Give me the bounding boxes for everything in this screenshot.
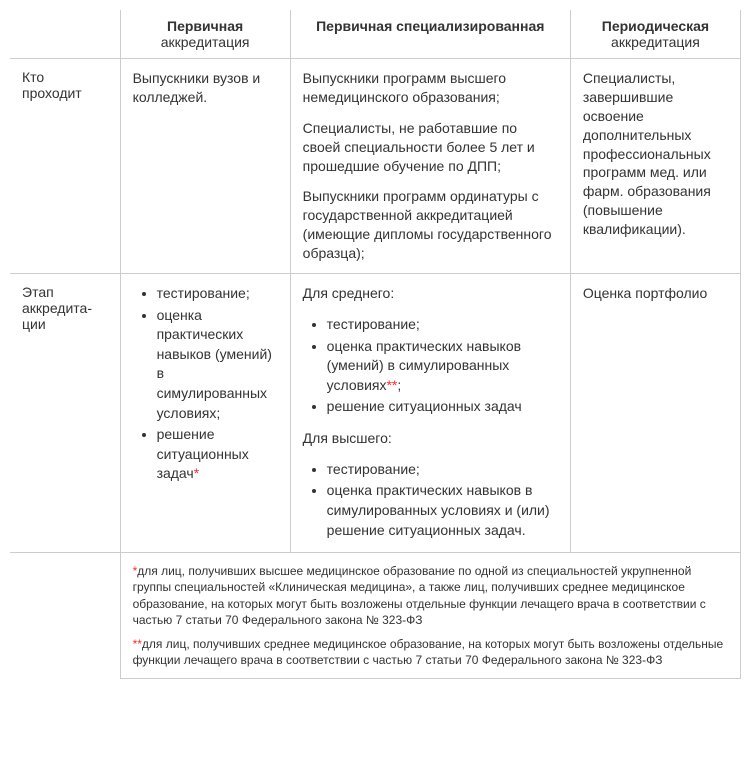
cell-text: Оценка портфолио — [583, 284, 728, 303]
list-item: оценка практических навыков (умений) в с… — [327, 337, 558, 396]
footnote: *для лиц, получивших высшее медицинское … — [133, 563, 728, 628]
footnote: **для лиц, получивших среднее медицинско… — [133, 636, 728, 668]
header-col1: Первичная аккредитация — [120, 10, 290, 59]
asterisk-mark: * — [194, 465, 199, 481]
group-label: Для высшего: — [303, 429, 558, 448]
list-item: решение ситуационных задач* — [157, 425, 278, 484]
accreditation-table: Первичная аккредитация Первичная специал… — [10, 10, 741, 679]
cell-text: Специалисты, завершившие освоение дополн… — [583, 69, 728, 239]
header-col1-title: Первичная — [167, 18, 243, 34]
cell-paragraph: Выпускники программ высшего немедицинско… — [303, 69, 558, 107]
cell-r1-c1: Выпускники вузов и колледжей. — [120, 59, 290, 274]
footnote-row: *для лиц, получивших высшее медицинское … — [10, 553, 741, 679]
header-col3-title: Периодическая — [602, 18, 709, 34]
asterisk-mark: ** — [386, 377, 397, 393]
header-col1-sub: аккредитация — [161, 34, 250, 50]
asterisk-mark: ** — [133, 637, 142, 651]
group-label: Для среднего: — [303, 284, 558, 303]
cell-paragraph: Специалисты, не работавшие по своей спец… — [303, 119, 558, 176]
list-item: оценка практических навыков в симулирова… — [327, 481, 558, 540]
footnote-text: для лиц, получивших среднее медицинское … — [133, 637, 724, 667]
footnotes-cell: *для лиц, получивших высшее медицинское … — [120, 553, 740, 679]
footnote-text: для лиц, получивших высшее медицинское о… — [133, 564, 706, 627]
row-label: Кто проходит — [10, 59, 120, 274]
bullet-text: оценка практических навыков (умений) в с… — [157, 307, 272, 421]
bullet-text: тестирование; — [157, 285, 250, 301]
header-col2: Первичная специализированная — [290, 10, 570, 59]
cell-r1-c3: Специалисты, завершившие освоение дополн… — [570, 59, 740, 274]
cell-r2-c1: тестирование; оценка практических навыко… — [120, 274, 290, 553]
bullet-text: решение ситуационных задач — [327, 398, 522, 414]
header-empty — [10, 10, 120, 59]
list-item: тестирование; — [157, 284, 278, 304]
list-item: тестирование; — [327, 315, 558, 335]
cell-r2-c2: Для среднего: тестирование; оценка практ… — [290, 274, 570, 553]
bullet-text: тестирование; — [327, 461, 420, 477]
list-item: тестирование; — [327, 460, 558, 480]
bullet-text: оценка практических навыков (умений) в с… — [327, 338, 521, 393]
table-row: Этап аккредита­ции тестирование; оценка … — [10, 274, 741, 553]
bullet-list: тестирование; оценка практических навыко… — [133, 284, 278, 484]
header-col3-sub: аккредитация — [611, 34, 700, 50]
bullet-list: тестирование; оценка практических навыко… — [303, 460, 558, 540]
bullet-trail: ; — [397, 377, 401, 393]
header-col2-title: Первичная специализированная — [316, 18, 544, 34]
bullet-list: тестирование; оценка практических навыко… — [303, 315, 558, 417]
list-item: решение ситуационных задач — [327, 397, 558, 417]
row-label: Этап аккредита­ции — [10, 274, 120, 553]
cell-r2-c3: Оценка портфолио — [570, 274, 740, 553]
list-item: оценка практических навыков (умений) в с… — [157, 306, 278, 424]
cell-text: Выпускники вузов и колледжей. — [133, 69, 278, 107]
table-row: Кто проходит Выпускники вузов и колледже… — [10, 59, 741, 274]
cell-paragraph: Выпускники программ ординатуры с государ… — [303, 187, 558, 263]
header-col3: Периодическая аккредитация — [570, 10, 740, 59]
cell-r1-c2: Выпускники программ высшего немедицинско… — [290, 59, 570, 274]
bullet-text: тестирование; — [327, 316, 420, 332]
bullet-text: оценка практических навыков в симулирова… — [327, 482, 550, 537]
bullet-text: решение ситуационных задач — [157, 426, 249, 481]
footnote-empty — [10, 553, 120, 679]
